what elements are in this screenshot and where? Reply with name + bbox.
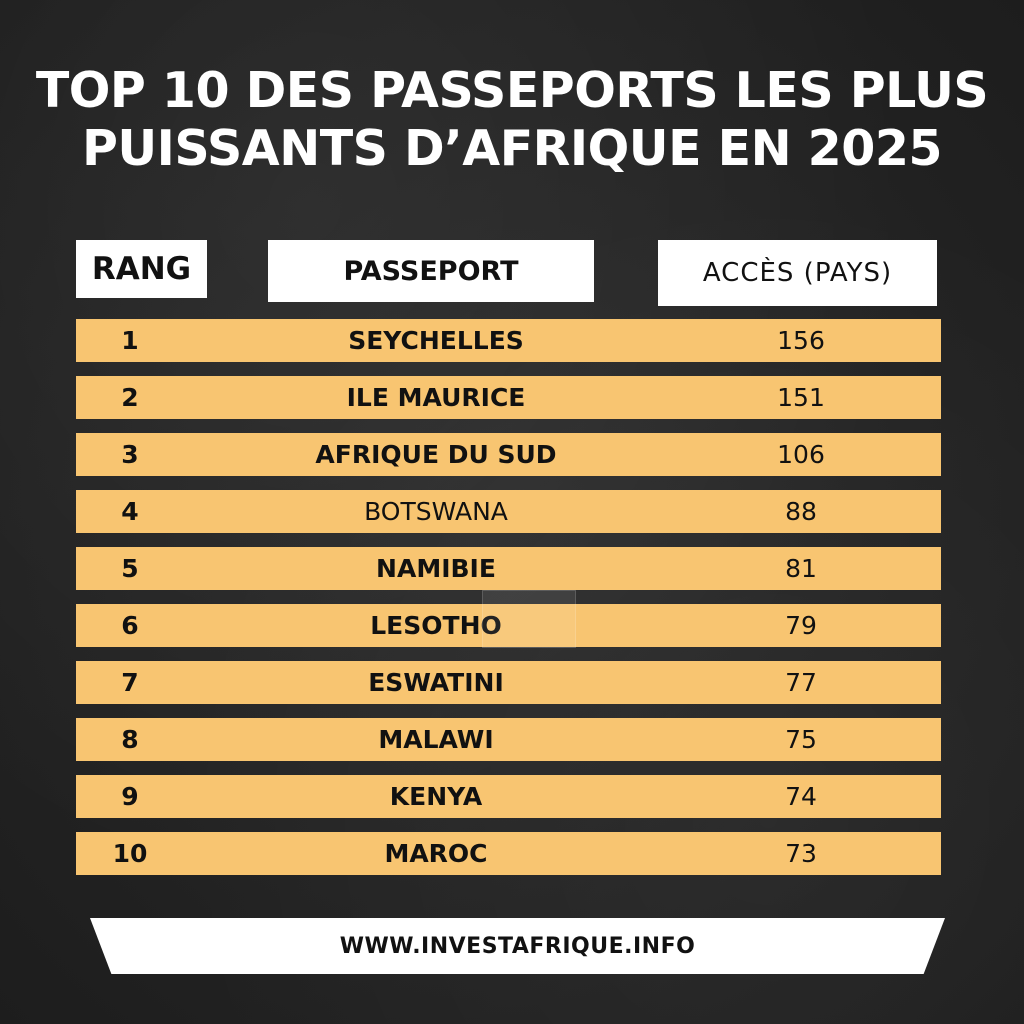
row-access: 151 bbox=[777, 383, 825, 412]
table-row: 5 NAMIBIE 81 bbox=[76, 547, 941, 590]
row-passport: BOTSWANA bbox=[364, 497, 508, 526]
row-rank: 6 bbox=[121, 611, 139, 640]
row-rank: 7 bbox=[121, 668, 139, 697]
row-passport: MAROC bbox=[384, 839, 488, 868]
row-passport: LESOTHO bbox=[370, 611, 502, 640]
header-passport: PASSEPORT bbox=[268, 240, 594, 302]
row-rank: 8 bbox=[121, 725, 139, 754]
row-passport: SEYCHELLES bbox=[348, 326, 524, 355]
row-rank: 3 bbox=[121, 440, 139, 469]
table-row: 7 ESWATINI 77 bbox=[76, 661, 941, 704]
row-passport: MALAWI bbox=[378, 725, 494, 754]
row-passport: ESWATINI bbox=[368, 668, 504, 697]
table-row: 10 MAROC 73 bbox=[76, 832, 941, 875]
table-row: 3 AFRIQUE DU SUD 106 bbox=[76, 433, 941, 476]
ranking-table: 1 SEYCHELLES 156 2 ILE MAURICE 151 3 AFR… bbox=[76, 319, 941, 889]
table-row: 2 ILE MAURICE 151 bbox=[76, 376, 941, 419]
page-title-line-1: TOP 10 DES PASSEPORTS LES PLUS bbox=[35, 62, 989, 119]
row-rank: 1 bbox=[121, 326, 139, 355]
row-access: 75 bbox=[785, 725, 817, 754]
row-access: 81 bbox=[785, 554, 817, 583]
row-access: 79 bbox=[785, 611, 817, 640]
table-row: 9 KENYA 74 bbox=[76, 775, 941, 818]
footer-url-banner: WWW.INVESTAFRIQUE.INFO bbox=[90, 918, 945, 974]
row-passport: AFRIQUE DU SUD bbox=[315, 440, 557, 469]
row-rank: 10 bbox=[112, 839, 148, 868]
table-row: 4 BOTSWANA 88 bbox=[76, 490, 941, 533]
table-row: 8 MALAWI 75 bbox=[76, 718, 941, 761]
row-rank: 9 bbox=[121, 782, 139, 811]
table-row: 1 SEYCHELLES 156 bbox=[76, 319, 941, 362]
row-access: 156 bbox=[777, 326, 825, 355]
row-access: 106 bbox=[777, 440, 825, 469]
header-access: ACCÈS (PAYS) bbox=[658, 240, 937, 306]
row-passport: KENYA bbox=[389, 782, 483, 811]
table-row: 6 LESOTHO 79 bbox=[76, 604, 941, 647]
row-passport: ILE MAURICE bbox=[346, 383, 526, 412]
watermark-logo bbox=[482, 590, 576, 648]
row-rank: 5 bbox=[121, 554, 139, 583]
row-access: 73 bbox=[785, 839, 817, 868]
row-access: 88 bbox=[785, 497, 817, 526]
page-title: TOP 10 DES PASSEPORTS LES PLUS PUISSANTS… bbox=[0, 62, 1024, 178]
row-access: 74 bbox=[785, 782, 817, 811]
row-rank: 2 bbox=[121, 383, 139, 412]
row-passport: NAMIBIE bbox=[376, 554, 496, 583]
row-access: 77 bbox=[785, 668, 817, 697]
header-rank: RANG bbox=[76, 240, 207, 298]
page-title-line-2: PUISSANTS D’AFRIQUE EN 2025 bbox=[81, 120, 943, 177]
row-rank: 4 bbox=[121, 497, 139, 526]
footer-url: WWW.INVESTAFRIQUE.INFO bbox=[339, 933, 696, 959]
